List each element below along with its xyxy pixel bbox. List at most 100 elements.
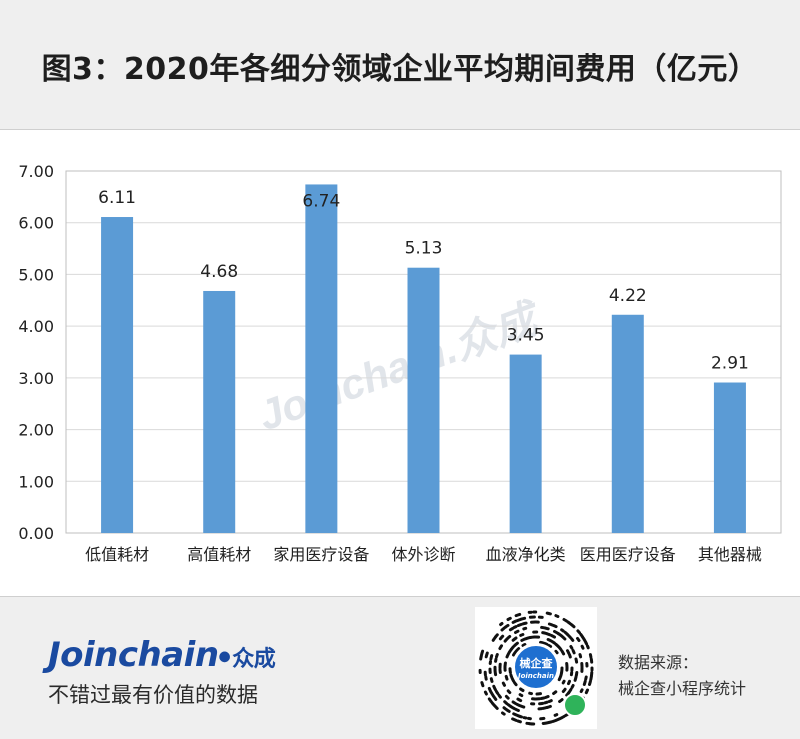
x-tick-label: 家用医疗设备: [273, 545, 369, 564]
qr-segment: [556, 632, 563, 638]
qr-segment: [483, 690, 488, 696]
bar: [509, 354, 542, 533]
qr-segment: [505, 708, 511, 713]
qr-segment: [505, 652, 510, 659]
x-tick-label: 血液净化类: [486, 545, 566, 564]
qr-segment: [503, 700, 509, 706]
qr-segment: [511, 636, 518, 642]
qr-segment: [510, 645, 515, 651]
qr-segment: [489, 654, 494, 661]
y-tick-label: 1.00: [18, 472, 54, 491]
qr-segment: [586, 644, 590, 650]
brand-name-cn: 众成: [232, 647, 276, 672]
bar: [101, 217, 134, 534]
x-tick-label: 医用医疗设备: [580, 545, 676, 564]
qr-segment: [539, 696, 546, 700]
qr-segment: [584, 688, 589, 695]
qr-badge-en: Joinchain: [517, 672, 555, 680]
brand-name-en: Joinchain: [48, 635, 219, 675]
qr-segment: [588, 653, 593, 659]
bar: [203, 290, 236, 533]
qr-segment: [543, 700, 549, 705]
qr-segment: [480, 681, 485, 688]
qr-segment: [490, 701, 496, 707]
qr-segment: [520, 637, 527, 642]
brand-logo: Joinchain●众成: [48, 635, 276, 675]
qr-segment: [480, 649, 485, 657]
qr-segment: [574, 671, 579, 678]
qr-segment: [522, 626, 528, 631]
qr-segment: [545, 611, 552, 616]
qr-segment: [497, 693, 502, 699]
y-tick-label: 7.00: [18, 162, 54, 181]
y-tick-label: 6.00: [18, 214, 54, 233]
qr-segment: [569, 645, 574, 650]
qr-segment: [561, 679, 566, 685]
qr-segment: [570, 637, 575, 642]
qr-segment: [492, 695, 498, 701]
bars: [101, 184, 746, 534]
bar-data-label: 3.45: [507, 326, 545, 346]
data-labels: 6.11 4.68 6.74 5.13 3.45 4.22 2.91: [98, 188, 749, 373]
bar-data-label: 6.74: [302, 191, 340, 211]
qr-segment: [508, 626, 515, 632]
qr-segment: [547, 699, 553, 703]
qr-segment: [547, 644, 553, 648]
qr-segment: [567, 634, 572, 639]
qr-segment: [574, 657, 579, 664]
brand-slogan: 不错过最有价值的数据: [48, 683, 258, 707]
qr-segment: [514, 629, 520, 634]
qr-segment: [515, 702, 521, 707]
qr-segment: [566, 620, 573, 626]
qr-segment: [557, 645, 563, 651]
qr-segment: [487, 686, 493, 694]
bar: [611, 314, 644, 533]
bar-data-label: 6.11: [98, 188, 136, 208]
qr-segment: [514, 707, 520, 712]
chart-area: Joinchain.众成 0.00 1.00 2.00 3.00 4.00 5.00 6.0…: [0, 131, 800, 596]
qr-segment: [579, 632, 585, 639]
qr-segment: [511, 619, 518, 624]
qr-segment: [569, 623, 576, 629]
bar: [713, 382, 746, 533]
qr-segment: [498, 634, 505, 641]
bar: [305, 184, 338, 533]
qr-segment: [509, 673, 514, 679]
qr-segment: [560, 634, 567, 641]
qr-segment: [579, 688, 584, 694]
mini-program-icon: [563, 693, 587, 717]
x-tick-label: 高值耗材: [187, 545, 251, 564]
qr-segment: [506, 689, 512, 695]
y-tick-label: 0.00: [18, 524, 54, 543]
qr-segment: [554, 642, 560, 649]
qr-segment: [576, 629, 581, 635]
bar-data-label: 2.91: [711, 354, 749, 374]
qr-segment: [562, 618, 568, 623]
qr-segment: [503, 637, 509, 643]
qr-segment: [576, 636, 581, 642]
qr-code: 械企查 Joinchain: [475, 607, 597, 729]
qr-segment: [559, 671, 564, 678]
x-axis-labels: 低值耗材 高值耗材 家用医疗设备 体外诊断 血液净化类 医用医疗设备 其他器械: [85, 545, 762, 564]
qr-segment: [588, 679, 592, 686]
y-tick-label: 5.00: [18, 265, 54, 284]
qr-segment: [543, 642, 549, 646]
qr-segment: [546, 720, 554, 725]
qr-segment: [479, 654, 483, 661]
qr-segment: [510, 676, 515, 683]
qr-segment: [499, 622, 504, 627]
qr-segment: [501, 681, 506, 687]
qr-segment: [567, 679, 571, 686]
qr-segment: [519, 687, 525, 692]
qr-segment: [511, 700, 517, 705]
qr-segment: [516, 719, 522, 724]
qr-segment: [498, 644, 503, 650]
qr-segment: [487, 697, 493, 704]
qr-segment: [512, 680, 518, 687]
qr-segment: [500, 626, 506, 632]
qr-segment: [495, 653, 499, 659]
qr-segment: [561, 687, 567, 693]
qr-segment: [506, 616, 512, 621]
qr-segment: [580, 644, 585, 650]
chart-title: 图3：2020年各细分领域企业平均期间费用（亿元）: [41, 52, 759, 87]
